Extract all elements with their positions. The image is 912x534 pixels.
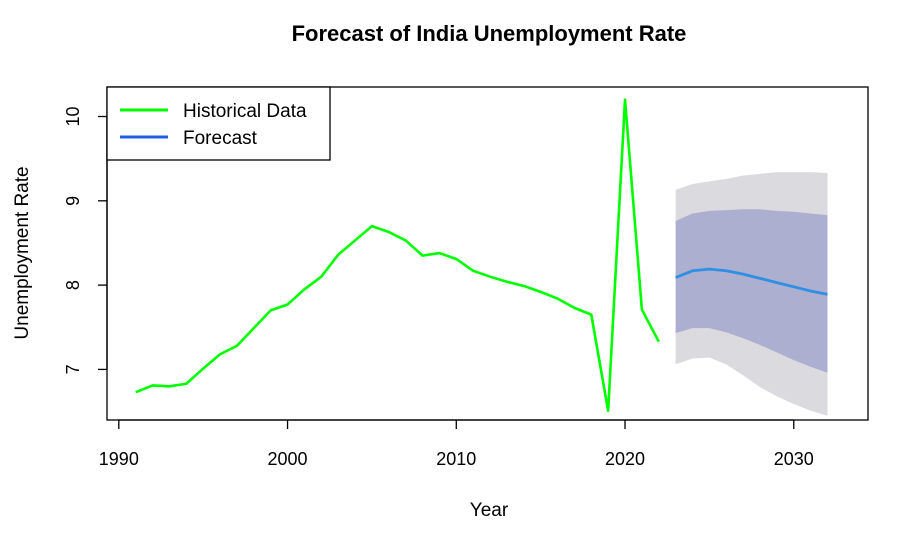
x-axis: 1990 2000 2010 2020 2030 [99, 419, 814, 469]
x-tick-label: 2000 [268, 449, 308, 469]
x-tick-label: 1990 [99, 449, 139, 469]
x-tick-label: 2020 [605, 449, 645, 469]
band-80 [675, 209, 828, 373]
y-tick-label: 9 [63, 196, 83, 206]
series-line-historical [135, 98, 660, 413]
y-tick-label: 7 [63, 364, 83, 374]
y-axis: 7 8 9 10 [63, 106, 108, 374]
x-axis-label: Year [470, 500, 509, 521]
y-axis-label: Unemployment Rate [12, 166, 33, 339]
series-line-forecast [675, 267, 828, 296]
legend: Historical Data Forecast [106, 86, 331, 161]
legend-label-forecast: Forecast [183, 128, 258, 149]
prediction-intervals [675, 172, 828, 416]
x-tick-label: 2010 [436, 449, 476, 469]
chart-title: Forecast of India Unemployment Rate [292, 21, 687, 46]
legend-box [106, 86, 331, 161]
y-tick-label: 10 [63, 106, 83, 126]
legend-label-historical: Historical Data [183, 101, 307, 122]
y-tick-label: 8 [63, 280, 83, 290]
series-lines [135, 98, 828, 413]
x-tick-label: 2030 [774, 449, 814, 469]
